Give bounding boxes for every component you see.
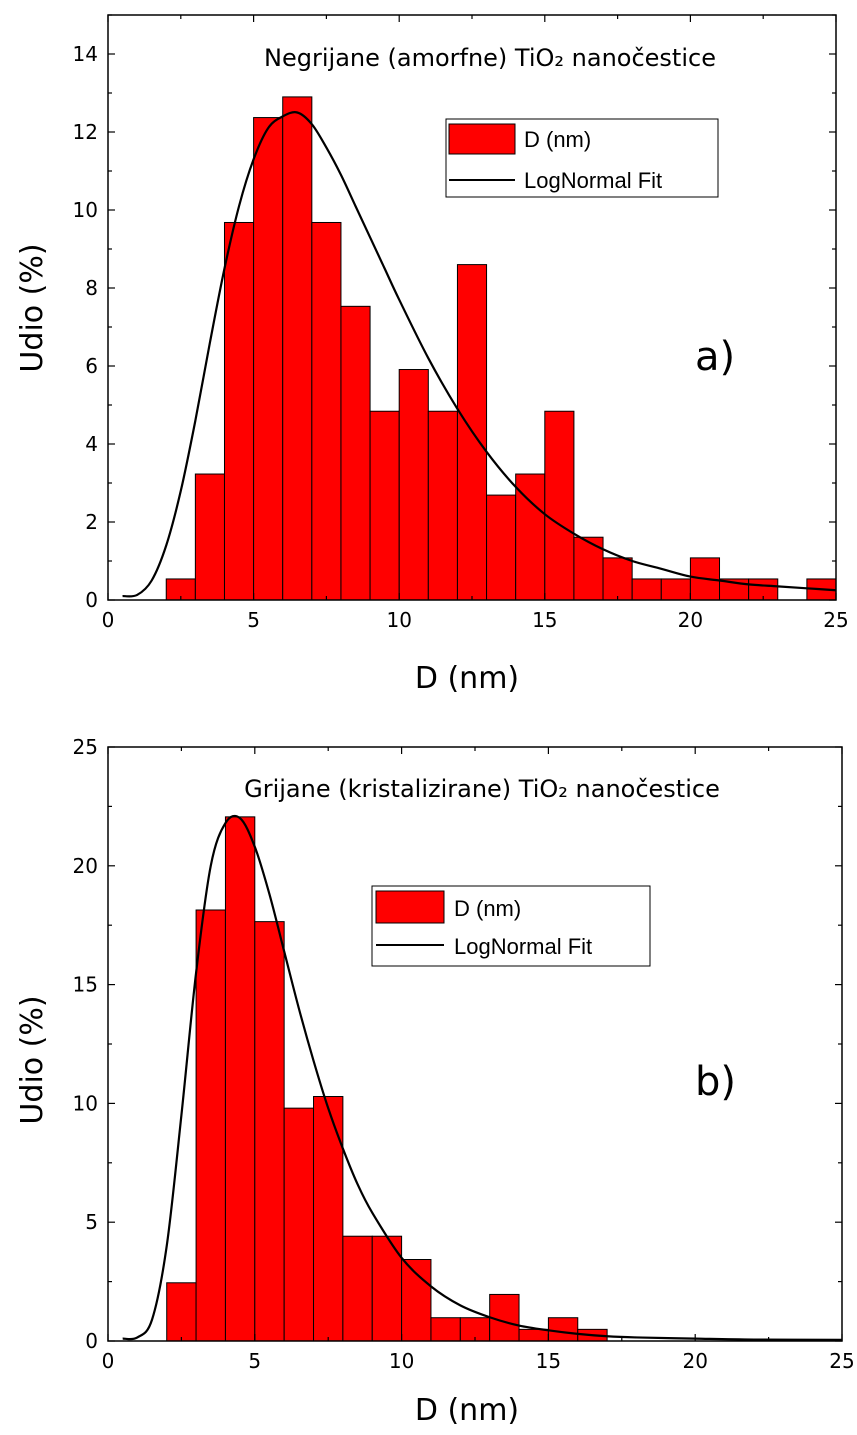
y-tick-label: 0 — [85, 1329, 98, 1353]
lognormal-fit-line — [122, 111, 837, 598]
chart-title: Negrijane (amorfne) TiO₂ nanočestice — [264, 44, 716, 72]
y-tick-label: 8 — [85, 276, 98, 300]
histogram-bar — [660, 578, 691, 601]
histogram-bar — [340, 305, 371, 601]
bars-group — [166, 816, 608, 1342]
histogram-bar — [369, 410, 400, 601]
histogram-bar — [282, 96, 313, 601]
histogram-bar — [430, 1317, 461, 1342]
x-tick-label: 10 — [386, 608, 411, 632]
y-tick-label: 15 — [73, 973, 98, 997]
histogram-bar — [311, 221, 342, 601]
fit-group — [122, 814, 843, 1341]
histogram-bar — [631, 578, 662, 601]
histogram-bar — [486, 494, 517, 601]
y-axis-title: Udio (%) — [15, 243, 50, 372]
x-tick-label: 25 — [823, 608, 848, 632]
axes-group: 0 5 10 15 20 25 0 2 4 6 8 10 12 14 — [73, 14, 849, 632]
histogram-bar — [515, 473, 546, 601]
histogram-bar — [489, 1293, 520, 1342]
histogram-bar — [283, 1107, 315, 1342]
chart-title: Grijane (kristalizirane) TiO₂ nanočestic… — [244, 775, 720, 803]
histogram-bar — [253, 117, 284, 601]
histogram-bar — [547, 1317, 579, 1342]
y-tick-label: 5 — [85, 1210, 98, 1234]
histogram-bar — [427, 410, 458, 601]
histogram-bar — [195, 909, 226, 1342]
histogram-bar — [401, 1259, 432, 1342]
axes-group: 0 5 10 15 20 25 0 5 10 15 20 25 — [73, 735, 855, 1373]
x-tick-label: 0 — [102, 1349, 115, 1373]
y-tick-label: 0 — [85, 588, 98, 612]
legend-line-label: LogNormal Fit — [454, 934, 592, 959]
legend-bar-swatch — [448, 123, 516, 155]
y-tick-label: 6 — [85, 354, 98, 378]
legend-bar-label: D (nm) — [524, 127, 591, 152]
legend: D (nm) LogNormal Fit — [371, 885, 651, 967]
legend-line-label: LogNormal Fit — [524, 168, 662, 193]
x-tick-label: 15 — [536, 1349, 561, 1373]
y-tick-label: 14 — [73, 42, 98, 66]
x-tick-label: 25 — [829, 1349, 854, 1373]
panel-b: 0 5 10 15 20 25 0 5 10 15 20 25 Grijane (kristalizi… — [15, 735, 855, 1428]
histogram-bar — [166, 1282, 197, 1342]
x-axis-title: D (nm) — [415, 1393, 519, 1428]
x-tick-label: 20 — [682, 1349, 707, 1373]
x-tick-label: 10 — [389, 1349, 414, 1373]
lognormal-fit-line — [122, 814, 843, 1341]
histogram-bar — [544, 410, 575, 601]
legend-bar-swatch — [375, 890, 445, 924]
x-tick-label: 5 — [248, 1349, 261, 1373]
x-tick-label: 5 — [247, 608, 260, 632]
histogram-bar — [224, 816, 256, 1342]
panel-label: a) — [695, 334, 735, 380]
histogram-bar — [342, 1235, 373, 1342]
y-tick-label: 10 — [73, 198, 98, 222]
histogram-bar — [398, 369, 429, 601]
legend: D (nm) LogNormal Fit — [445, 118, 719, 198]
x-tick-label: 20 — [678, 608, 703, 632]
histogram-bar — [602, 557, 633, 601]
x-tick-label: 15 — [532, 608, 557, 632]
y-axis-title: Udio (%) — [15, 995, 50, 1124]
x-axis-title: D (nm) — [415, 661, 519, 696]
y-tick-label: 25 — [73, 735, 98, 759]
x-tick-label: 0 — [102, 608, 115, 632]
y-tick-label: 12 — [73, 120, 98, 144]
histogram-bar — [194, 473, 225, 601]
histogram-bar — [223, 221, 255, 601]
histogram-bar — [313, 1096, 344, 1342]
histogram-bar — [254, 921, 285, 1342]
y-tick-label: 10 — [73, 1091, 98, 1115]
y-tick-label: 2 — [85, 510, 98, 534]
histogram-bar — [518, 1328, 549, 1342]
y-tick-label: 20 — [73, 854, 98, 878]
panel-label: b) — [695, 1059, 736, 1105]
panel-a: 0 5 10 15 20 25 0 2 4 6 8 10 12 14 Negrijane (amorfne… — [15, 14, 849, 696]
fit-group — [122, 111, 837, 598]
y-tick-label: 4 — [85, 432, 98, 456]
bars-group — [165, 96, 837, 601]
legend-bar-label: D (nm) — [454, 896, 521, 921]
